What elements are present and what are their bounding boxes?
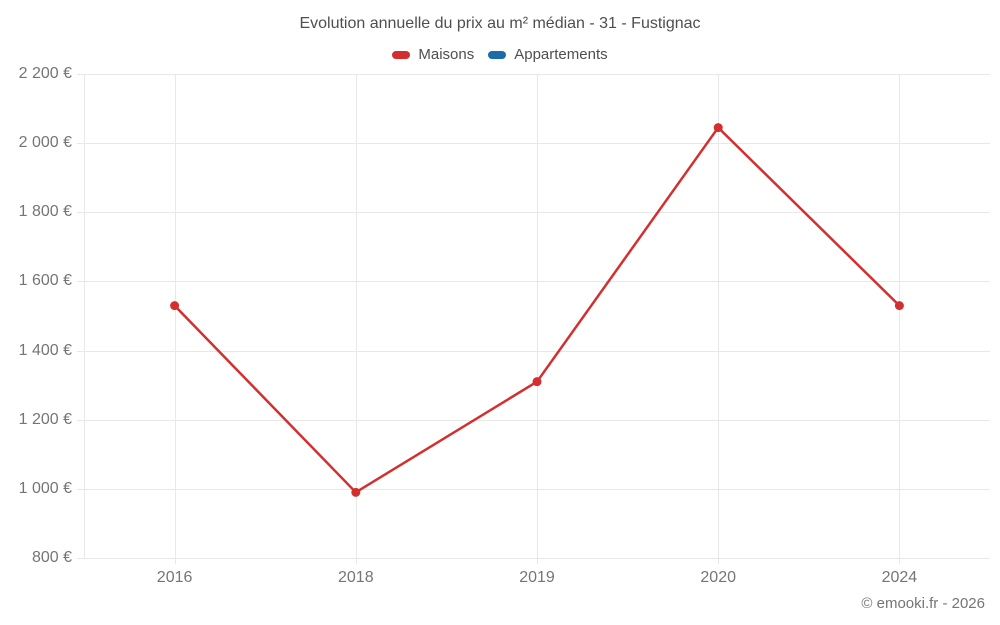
data-point[interactable]	[713, 123, 723, 133]
y-axis-tick-label: 800 €	[31, 549, 72, 566]
x-axis-tick-label: 2020	[700, 569, 736, 586]
data-point[interactable]	[532, 377, 542, 387]
y-axis-tick-label: 1 800 €	[18, 203, 72, 221]
legend-label-appartements: Appartements	[514, 46, 608, 63]
legend-label-maisons: Maisons	[418, 46, 475, 63]
legend-item-appartements[interactable]: Appartements	[488, 46, 608, 63]
y-axis-tick-label: 2 000 €	[18, 134, 72, 152]
y-axis-tick-label: 2 200 €	[18, 65, 72, 82]
copyright-text: © emooki.fr - 2026	[861, 595, 985, 612]
y-axis-tick-label: 1 200 €	[18, 410, 72, 428]
legend-item-maisons[interactable]: Maisons	[392, 46, 474, 63]
y-axis-tick-label: 1 400 €	[18, 341, 72, 359]
data-point[interactable]	[170, 301, 180, 311]
appartements-swatch-icon	[488, 50, 507, 59]
data-point[interactable]	[894, 301, 904, 311]
x-axis-tick-label: 2019	[519, 569, 555, 586]
data-point[interactable]	[351, 487, 361, 497]
x-axis-tick-label: 2024	[881, 569, 918, 586]
x-axis-tick-label: 2018	[338, 569, 374, 586]
chart-legend: Maisons Appartements	[0, 46, 1000, 63]
y-axis-tick-label: 1 600 €	[18, 272, 72, 290]
maisons-swatch-icon	[392, 50, 411, 59]
chart-title: Evolution annuelle du prix au m² médian …	[299, 15, 701, 32]
y-axis-tick-label: 1 000 €	[18, 479, 72, 497]
x-axis-tick-label: 2016	[156, 569, 193, 586]
